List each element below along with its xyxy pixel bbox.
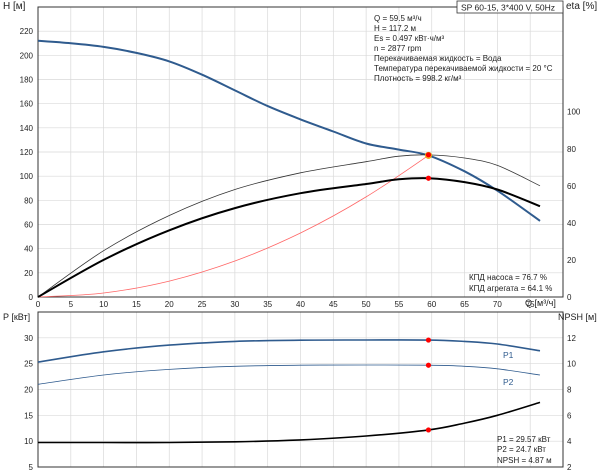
bottom-right-tick-label: 8 [567, 386, 572, 395]
bottom-left-tick-label: 5 [29, 463, 34, 472]
info-head: H = 117.2 м [374, 24, 416, 33]
top-left-tick-label: 200 [20, 51, 34, 60]
top-right-tick-label: 0 [567, 293, 572, 302]
top-left-tick-label: 40 [24, 245, 33, 254]
top-left-tick-label: 180 [20, 76, 34, 85]
x-tick-label: 25 [198, 300, 207, 309]
bottom-left-tick-label: 10 [24, 437, 33, 446]
info-flow: Q = 59.5 м³/ч [374, 14, 422, 23]
tick-label-layer: 0 5 10 15 20 25 30 35 40 45 50 55 60 65 70 750204060801… [20, 27, 581, 472]
top-left-tick-label: 140 [20, 124, 34, 133]
info-density: Плотность = 998.2 кг/м³ [374, 74, 462, 83]
pump-efficiency-note: КПД насоса = 76.7 % [469, 273, 547, 282]
bottom-right-tick-label: 2 [567, 463, 572, 472]
eta-pump-curve [37, 154, 541, 298]
bottom-right-tick-label: 6 [567, 411, 572, 420]
x-tick-label: 15 [132, 300, 141, 309]
bottom-right-tick-label: 12 [567, 334, 576, 343]
top-right-tick-label: 100 [567, 108, 581, 117]
x-tick-label: 40 [296, 300, 305, 309]
frame-layer [37, 6, 564, 468]
duty-point-npsh-marker [425, 427, 432, 433]
x-tick-label: 50 [362, 300, 371, 309]
x-tick-label: 35 [263, 300, 272, 309]
top-left-tick-label: 0 [29, 293, 34, 302]
top-left-tick-label: 120 [20, 148, 34, 157]
duty-point-eta-pump-marker [425, 152, 432, 158]
duty-point-p1-marker [425, 337, 432, 343]
npsh-curve [37, 401, 541, 444]
x-tick-label: 30 [230, 300, 239, 309]
model-box [456, 0, 564, 14]
x-tick-label: 5 [69, 300, 74, 309]
bottom-left-tick-label: 15 [24, 411, 33, 420]
bottom-right-tick-label: 4 [567, 437, 572, 446]
system-curve [37, 155, 429, 298]
bottom-left-tick-label: 20 [24, 386, 33, 395]
top-left-tick-label: 80 [24, 196, 33, 205]
top-left-tick-label: 20 [24, 269, 33, 278]
x-tick-label: 75 [526, 300, 535, 309]
top-right-axis-label: eta [%] [566, 1, 597, 12]
top-left-axis-label: H [м] [3, 1, 26, 12]
unit-efficiency-note: КПД агрегата = 64.1 % [469, 284, 552, 293]
duty-point-eta-unit-marker [425, 175, 432, 181]
top-left-tick-label: 100 [20, 172, 34, 181]
p1-curve [37, 339, 541, 363]
model-label: SP 60-15, 3*400 V, 50Hz [461, 3, 555, 13]
x-tick-label: 60 [427, 300, 436, 309]
bottom-plot-frame [37, 311, 564, 468]
x-tick-label: 10 [99, 300, 108, 309]
duty-point-p2-marker [425, 362, 432, 368]
bottom-right-axis-label: NPSH [м] [558, 312, 597, 322]
x-tick-label: 45 [329, 300, 338, 309]
info-temperature: Температура перекачиваемой жидкости = 20… [374, 64, 553, 73]
x-tick-label: 65 [460, 300, 469, 309]
bottom-left-tick-label: 25 [24, 360, 33, 369]
bottom-left-tick-label: 30 [24, 334, 33, 343]
x-tick-label: 70 [493, 300, 502, 309]
p2-note: P2 = 24.7 кВт [497, 445, 546, 454]
info-liquid: Перекачиваемая жидкость = Вода [374, 54, 502, 63]
top-left-tick-label: 220 [20, 27, 34, 36]
x-tick-label: 20 [165, 300, 174, 309]
top-left-tick-label: 160 [20, 100, 34, 109]
info-energy: Es = 0.497 кВт·ч/м³ [374, 34, 444, 43]
p2-series-label: P2 [503, 377, 514, 387]
head-curve [37, 39, 541, 222]
top-plot-frame [37, 6, 564, 298]
bottom-right-tick-label: 10 [567, 360, 576, 369]
top-right-tick-label: 80 [567, 145, 576, 154]
p2-curve [37, 364, 541, 385]
p1-series-label: P1 [503, 350, 514, 360]
curve-layer [37, 39, 541, 444]
bottom-left-axis-label: P [кВт] [3, 312, 30, 322]
top-left-tick-label: 60 [24, 221, 33, 230]
info-speed: n = 2877 rpm [374, 44, 422, 53]
grid-layer [37, 7, 563, 468]
x-tick-label: 55 [394, 300, 403, 309]
top-right-tick-label: 20 [567, 256, 576, 265]
duty-info-block: Q = 59.5 м³/ч H = 117.2 м Es = 0.497 кВт… [374, 14, 553, 83]
eta-unit-curve [37, 177, 541, 298]
top-right-tick-label: 60 [567, 182, 576, 191]
top-right-tick-label: 40 [567, 219, 576, 228]
x-axis-label: Q [м³/ч] [525, 298, 556, 308]
npsh-note: NPSH = 4.87 м [497, 456, 552, 465]
p1-note: P1 = 29.57 кВт [497, 435, 551, 444]
x-tick-label: 0 [36, 300, 41, 309]
